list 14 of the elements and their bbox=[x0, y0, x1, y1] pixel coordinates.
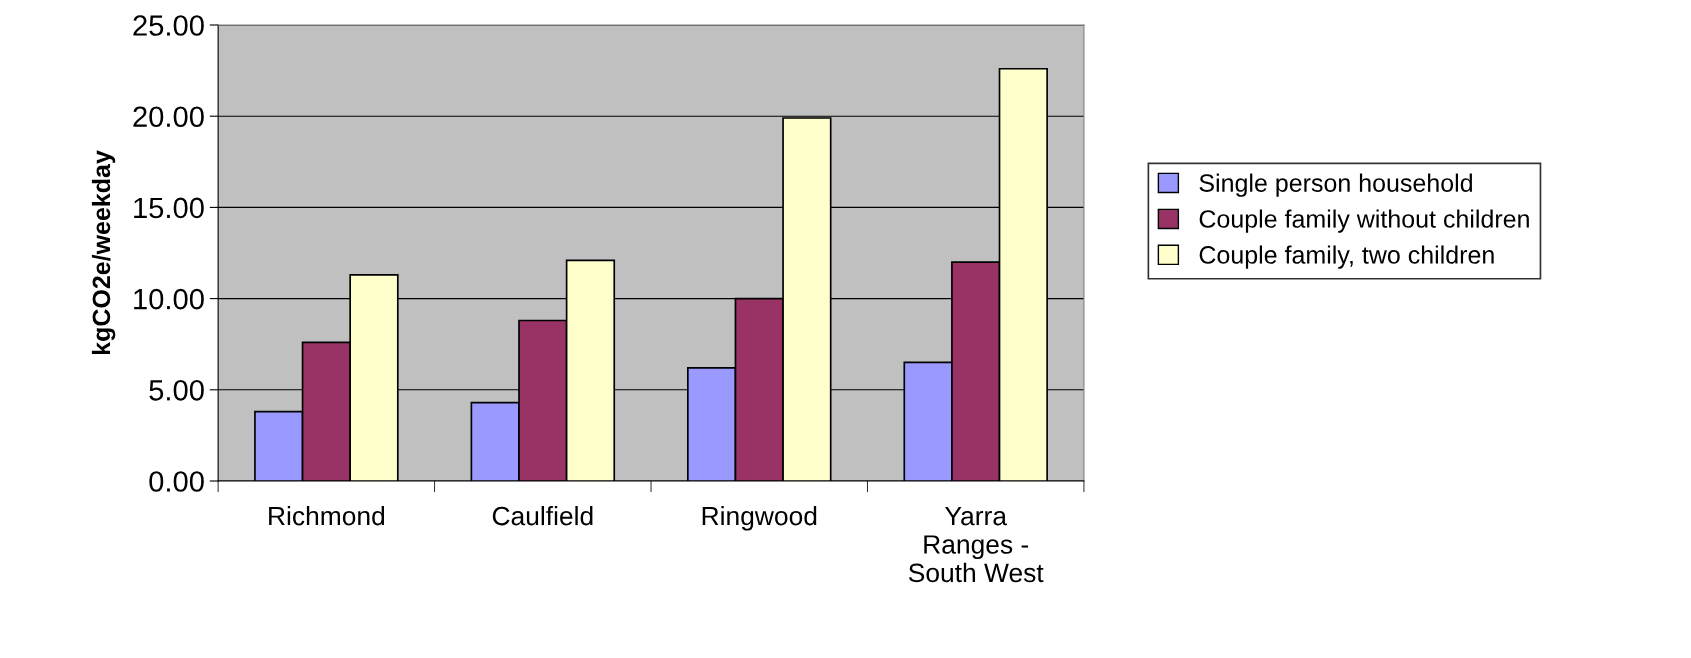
y-tick-label: 5.00 bbox=[149, 380, 204, 401]
y-tick-label: 20.00 bbox=[133, 106, 204, 128]
y-tick-label: 0.00 bbox=[149, 471, 204, 492]
y-axis-title: kgCO2e/weekday bbox=[91, 150, 116, 355]
y-tick-label: 25.00 bbox=[133, 15, 204, 36]
y-tick-label: 15.00 bbox=[134, 197, 204, 219]
x-tick-label: Richmond bbox=[269, 506, 385, 526]
legend-label: Single person household bbox=[1199, 173, 1472, 197]
y-tick-label: 10.00 bbox=[134, 288, 204, 310]
x-tick-label: Caulfield bbox=[492, 506, 593, 526]
legend-label: Couple family without children bbox=[1199, 209, 1529, 233]
x-tick-label: Ringwood bbox=[702, 506, 817, 531]
legend-label: Couple family, two children bbox=[1199, 245, 1494, 269]
x-tick-label: Yarra Ranges - South West bbox=[908, 506, 1044, 583]
